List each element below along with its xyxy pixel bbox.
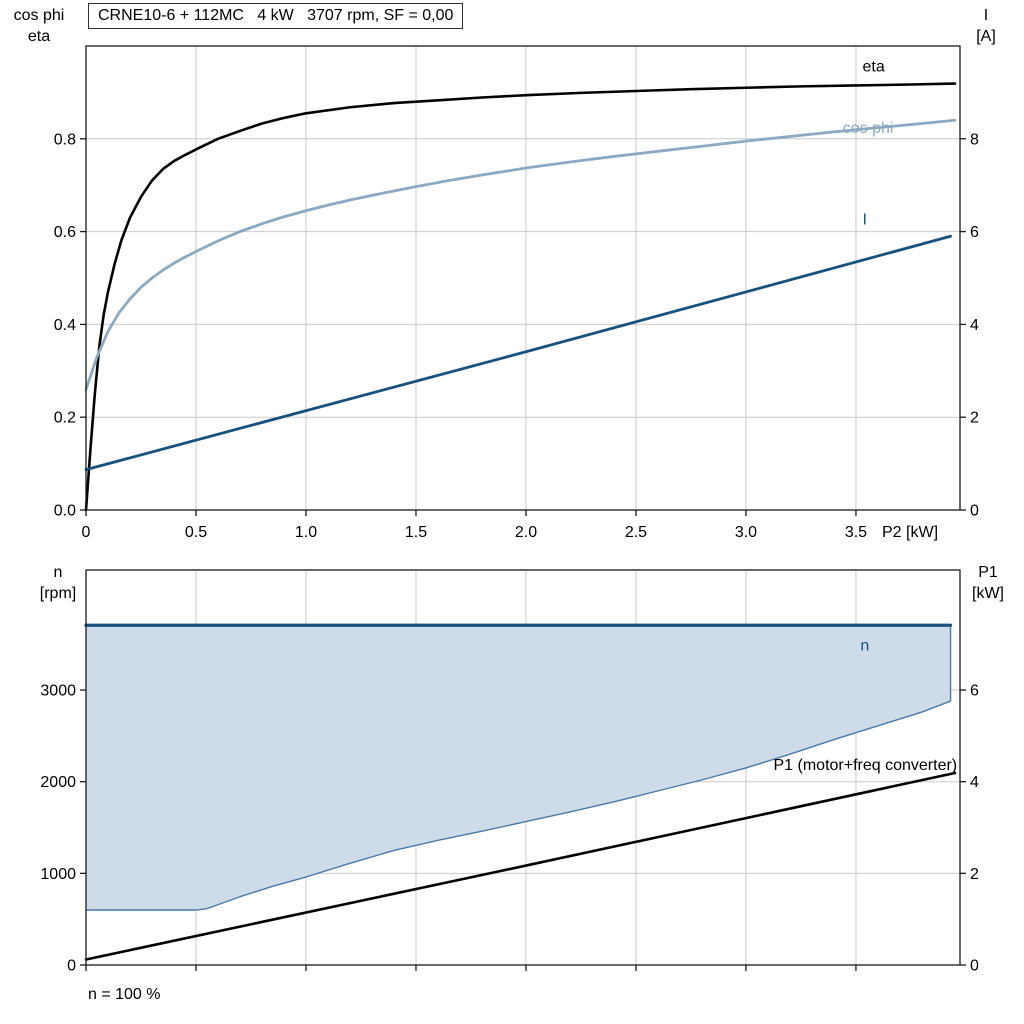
axis-title-line: [A] xyxy=(976,28,996,45)
left-tick-label: 0.6 xyxy=(54,224,76,241)
axis-ticks: 0.0 0.2 0.4 0.6 0.8 0 2 4 6 8 0 0.5 1.0 1.5 2.0 2.5 3.0 3… xyxy=(54,131,979,541)
gridlines xyxy=(86,46,960,510)
left-tick-label: 0.2 xyxy=(54,410,76,427)
annotation-cos-phi: cos phi xyxy=(843,120,894,137)
plot-frame xyxy=(85,569,961,966)
left-tick-label: 0.4 xyxy=(54,317,76,334)
axis-title-line: [rpm] xyxy=(39,585,77,602)
annotation-eta: eta xyxy=(863,59,885,76)
speed-footnote: n = 100 % xyxy=(88,986,161,1003)
axis-title-line: [kW] xyxy=(972,585,1004,602)
axis-title-line: cos phi xyxy=(13,7,65,24)
x-tick-label: 1.5 xyxy=(405,524,427,541)
right-tick-label: 2 xyxy=(970,410,979,427)
x-tick-label: 0.5 xyxy=(185,524,207,541)
left-tick-label: 1000 xyxy=(40,866,76,883)
left-tick-label: 3000 xyxy=(40,683,76,700)
left-tick-label: 0.0 xyxy=(54,503,76,520)
annotation-i: I xyxy=(863,212,867,229)
right-tick-label: 8 xyxy=(970,131,979,148)
annotation-n: n xyxy=(860,638,869,655)
x-tick-label: 0 xyxy=(82,524,91,541)
x-tick-label: 2.5 xyxy=(625,524,647,541)
chart-0: 0.0 0.2 0.4 0.6 0.8 0 2 4 6 8 0 0.5 1.0 1.5 2.0 2.5 3.0 3… xyxy=(54,45,979,541)
left-tick-label: 0 xyxy=(67,958,76,975)
right-tick-label: 0 xyxy=(970,958,979,975)
chart-1: 0 1000 2000 3000 0 2 4 6 n P1 (motor+freq convert… xyxy=(40,569,979,975)
chart-title: CRNE10-6 + 112MC 4 kW 3707 rpm, SF = 0,0… xyxy=(88,3,464,29)
top-left-axis-title: cos phi eta xyxy=(0,5,78,47)
axis-title-line: eta xyxy=(27,28,51,45)
axis-ticks: 0 1000 2000 3000 0 2 4 6 xyxy=(40,683,979,975)
x-axis-label: P2 [kW] xyxy=(882,524,939,541)
series-cos-phi xyxy=(84,118,957,391)
bottom-right-axis-title: P1 [kW] xyxy=(958,562,1018,604)
right-tick-label: 6 xyxy=(970,224,979,241)
x-tick-label: 3.0 xyxy=(735,524,757,541)
axis-title-line: P1 xyxy=(978,564,998,581)
plot-frame xyxy=(85,45,961,511)
x-tick-label: 3.5 xyxy=(845,524,867,541)
series-p1-motor-freq-converter xyxy=(84,771,957,961)
right-tick-label: 4 xyxy=(970,774,979,791)
left-tick-label: 2000 xyxy=(40,774,76,791)
duty-range-area xyxy=(86,625,951,911)
right-tick-label: 4 xyxy=(970,317,979,334)
series-duty-range-boundary xyxy=(85,624,952,911)
left-tick-label: 0.8 xyxy=(54,131,76,148)
right-tick-label: 2 xyxy=(970,866,979,883)
right-tick-label: 6 xyxy=(970,683,979,700)
bottom-left-axis-title: n [rpm] xyxy=(20,562,96,604)
x-tick-label: 1.0 xyxy=(295,524,317,541)
series-i xyxy=(84,234,952,472)
top-right-axis-title: I [A] xyxy=(960,5,1012,47)
annotation-p1-motor-freq-converter: P1 (motor+freq converter) xyxy=(774,757,958,774)
axis-title-line: I xyxy=(983,7,989,24)
right-tick-label: 0 xyxy=(970,503,979,520)
x-tick-label: 2.0 xyxy=(515,524,537,541)
axis-title-line: n xyxy=(53,564,63,581)
series-eta xyxy=(84,82,957,512)
